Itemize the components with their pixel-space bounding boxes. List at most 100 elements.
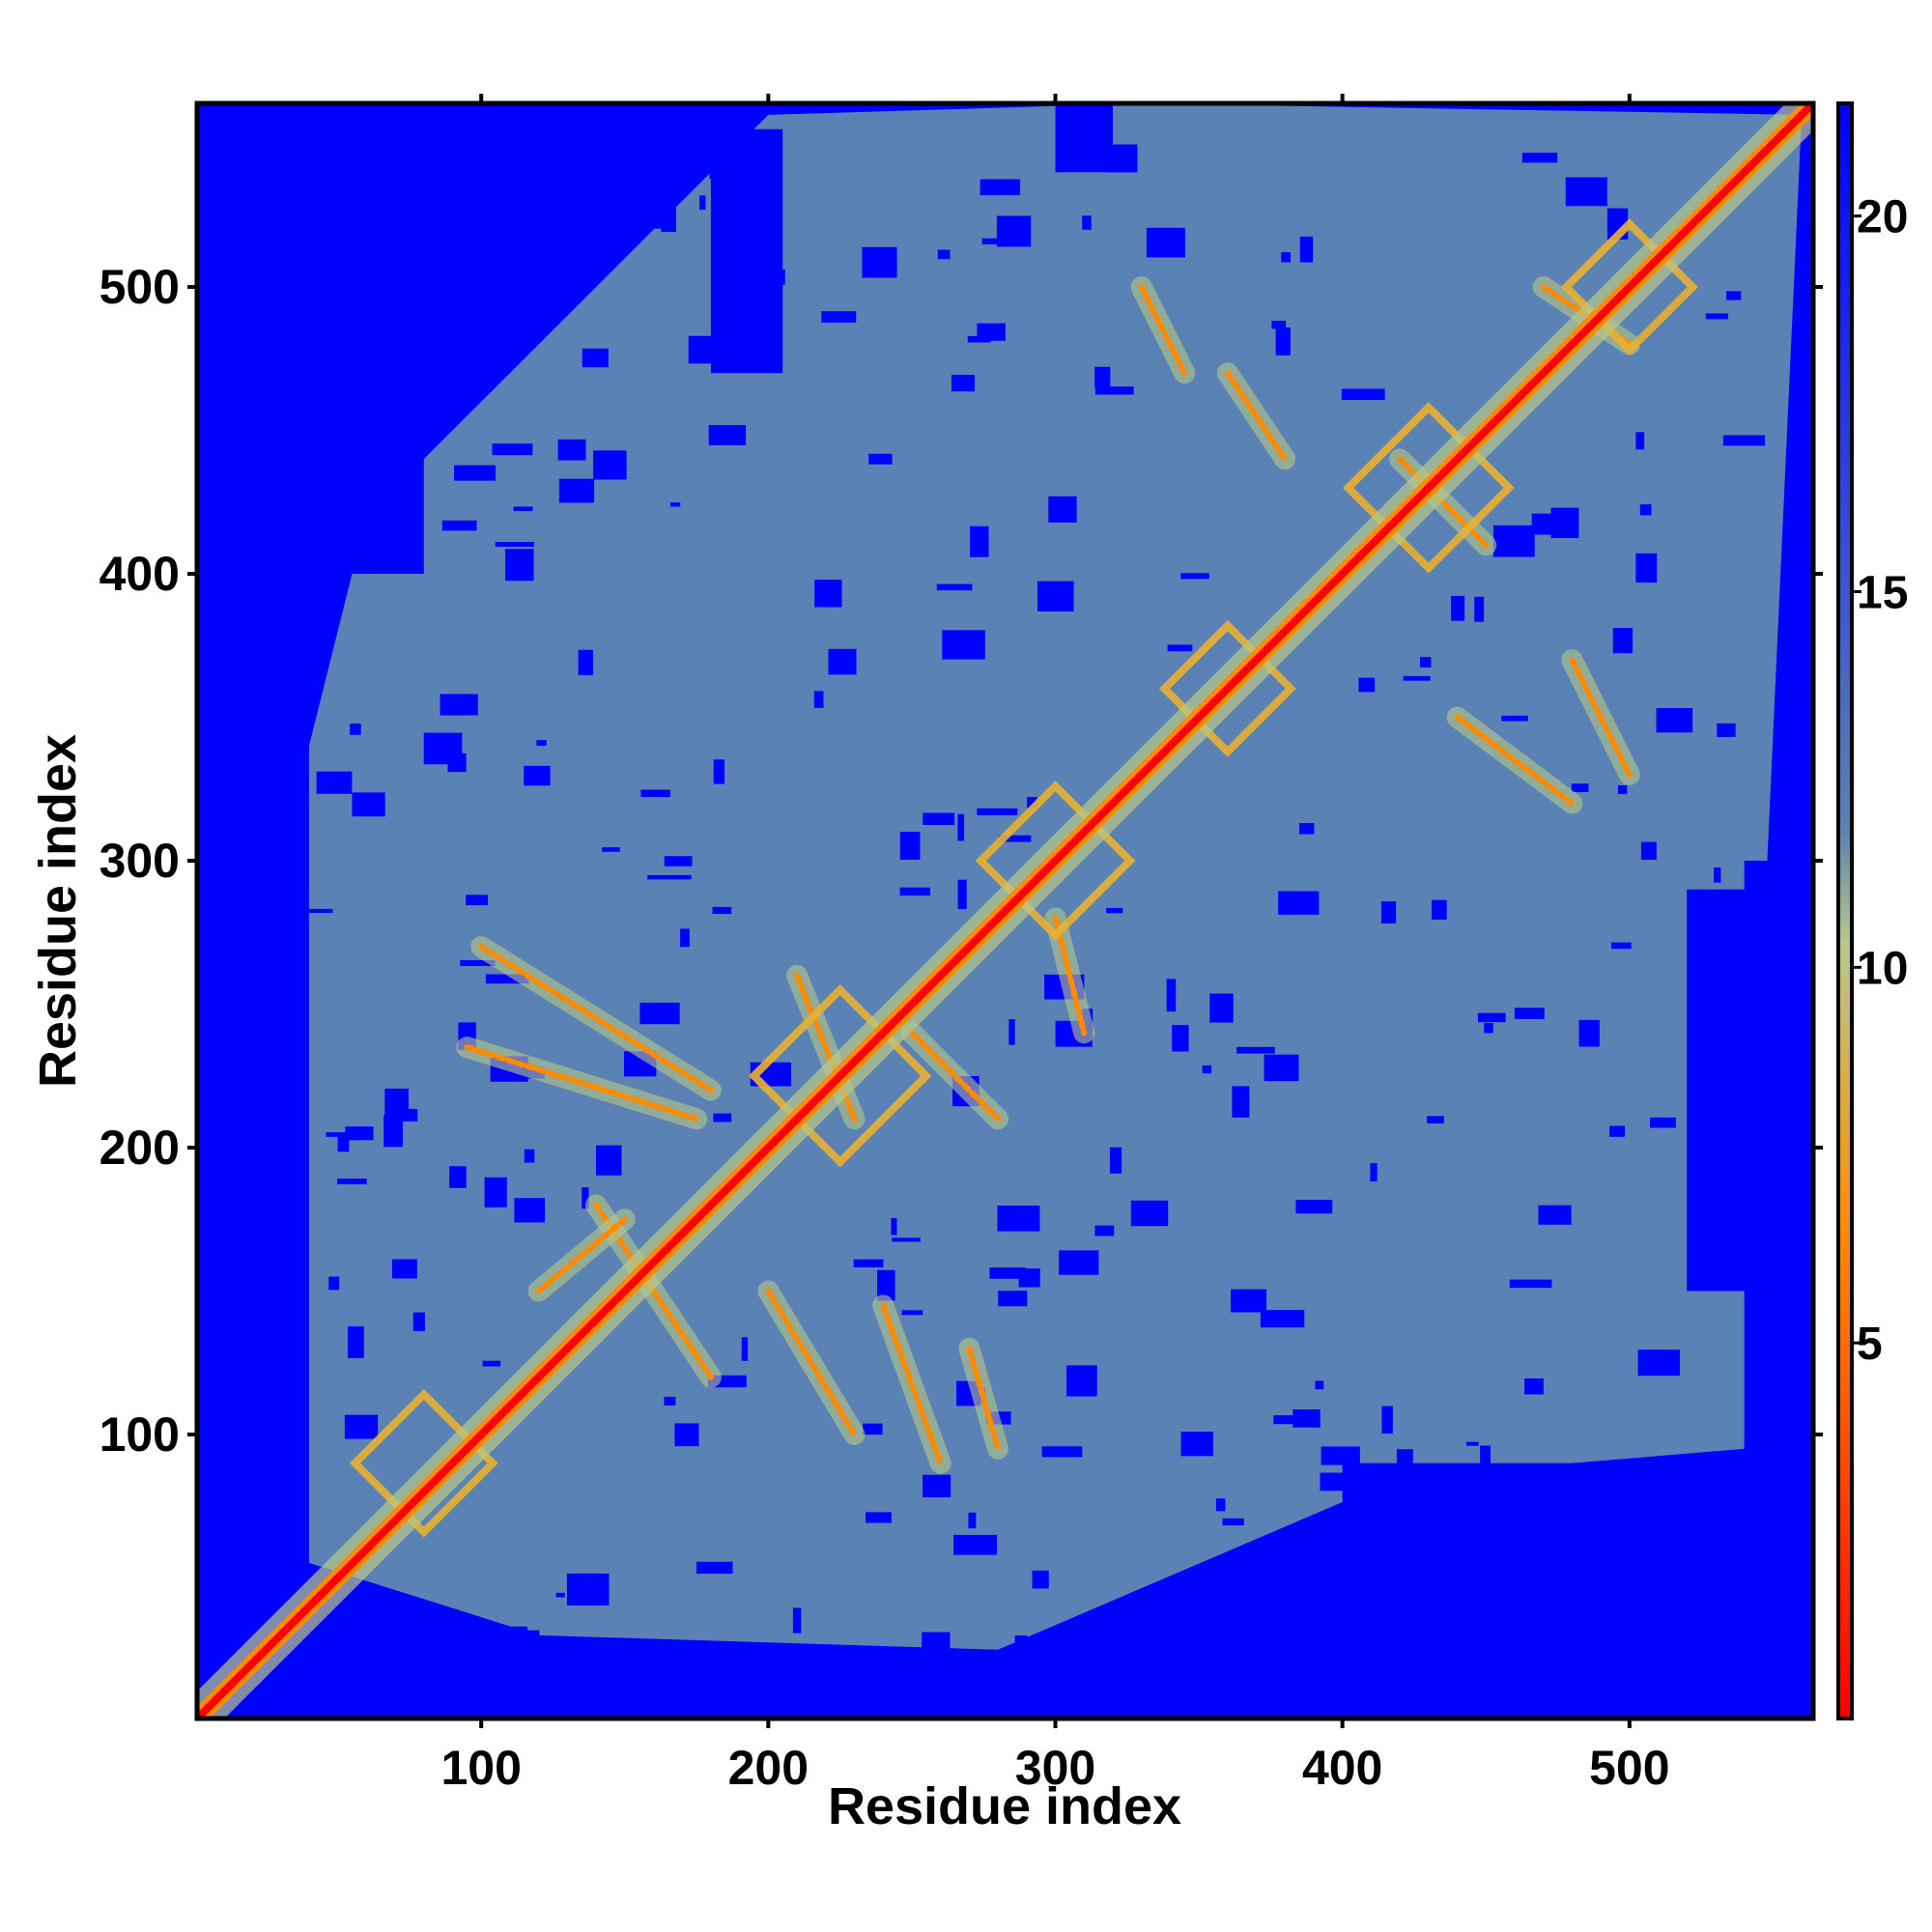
- no-contact-speck: [899, 832, 921, 860]
- no-contact-speck: [1231, 1289, 1267, 1313]
- no-contact-speck: [1697, 1149, 1731, 1169]
- no-contact-speck: [1403, 675, 1431, 681]
- contact-ridge: [464, 1044, 700, 1122]
- no-contact-speck: [989, 1267, 1026, 1279]
- no-contact-speck: [1611, 942, 1632, 950]
- no-contact-speck: [457, 321, 472, 335]
- no-contact-speck: [862, 246, 897, 278]
- no-contact-speck: [1236, 1046, 1275, 1054]
- no-contact-speck: [999, 835, 1032, 842]
- no-contact-speck: [384, 1114, 404, 1148]
- no-contact-speck: [680, 928, 690, 948]
- no-contact-speck: [396, 305, 429, 331]
- y-tick-label: 400: [99, 547, 180, 601]
- no-contact-speck: [1718, 1490, 1743, 1520]
- no-contact-speck: [1640, 841, 1657, 861]
- no-contact-speck: [1094, 1225, 1115, 1236]
- no-contact-speck: [740, 130, 747, 136]
- no-contact-speck: [492, 443, 533, 456]
- no-contact-speck: [923, 812, 955, 825]
- no-contact-speck: [344, 1414, 379, 1439]
- no-contact-speck: [1514, 1008, 1545, 1019]
- no-contact-speck: [997, 1205, 1040, 1232]
- no-contact-speck: [1014, 1635, 1028, 1663]
- no-contact-speck: [1167, 644, 1193, 652]
- x-tick-label: 300: [1015, 1741, 1095, 1795]
- no-contact-speck: [1509, 1279, 1552, 1289]
- no-contact-speck: [524, 765, 551, 786]
- no-contact-speck: [1571, 783, 1589, 792]
- no-contact-speck: [713, 1113, 732, 1122]
- contact-ridge: [1052, 915, 1088, 1037]
- no-contact-speck: [1209, 993, 1234, 1023]
- no-contact-speck: [664, 1396, 676, 1406]
- no-contact-speck: [1281, 252, 1292, 263]
- no-contact-speck: [1617, 785, 1628, 794]
- no-contact-speck: [1565, 177, 1607, 207]
- no-contact-speck: [423, 732, 463, 765]
- no-contact-speck: [741, 1337, 749, 1361]
- no-contact-speck: [866, 1512, 892, 1523]
- no-contact-speck: [1266, 1637, 1274, 1648]
- no-contact-speck: [482, 1360, 501, 1367]
- no-contact-speck: [495, 542, 534, 547]
- no-contact-speck: [1048, 496, 1077, 523]
- no-contact-speck: [968, 1512, 977, 1529]
- no-contact-speck: [1732, 1215, 1743, 1225]
- no-contact-speck: [1722, 1637, 1746, 1658]
- no-contact-speck: [1742, 1091, 1776, 1122]
- y-tick-label: 200: [99, 1121, 180, 1175]
- no-contact-speck: [1722, 435, 1766, 446]
- no-contact-speck: [1271, 321, 1287, 329]
- no-contact-speck: [1484, 1023, 1493, 1034]
- no-contact-speck: [1109, 1147, 1122, 1174]
- no-contact-speck: [1358, 677, 1376, 693]
- no-contact-speck: [661, 207, 676, 233]
- no-contact-speck: [1381, 1406, 1393, 1435]
- no-contact-speck: [454, 465, 497, 481]
- no-contact-speck: [1492, 525, 1535, 557]
- colorbar-tick-label: 5: [1857, 1319, 1883, 1370]
- contact-lines: [349, 218, 1698, 1538]
- no-contact-speck: [1260, 1310, 1305, 1328]
- y-tick-label: 500: [99, 260, 180, 314]
- no-contact-speck: [1745, 947, 1752, 977]
- no-contact-speck: [1432, 899, 1447, 920]
- y-axis-ticks: 100 200 300 400 500: [99, 260, 1823, 1462]
- no-contact-speck: [696, 1561, 733, 1575]
- no-contact-speck: [1232, 1086, 1250, 1118]
- colorbar-tick-label: 10: [1857, 943, 1908, 994]
- no-contact-speck: [664, 856, 693, 867]
- contact-ridge: [535, 1216, 628, 1294]
- no-contact-speck: [1605, 1577, 1638, 1588]
- no-contact-speck: [1106, 144, 1138, 173]
- no-contact-speck: [504, 1630, 540, 1660]
- colorbar-ticks: 5 10 15 20: [1852, 192, 1908, 1370]
- no-contact-region: [1055, 103, 1113, 173]
- x-axis-ticks: 100 200 300 400 500: [440, 94, 1670, 1795]
- no-contact-speck: [1059, 1250, 1099, 1275]
- no-contact-speck: [1041, 1446, 1083, 1458]
- no-contact-speck: [1082, 215, 1092, 230]
- no-contact-speck: [1656, 708, 1693, 733]
- no-contact-speck: [951, 375, 975, 392]
- no-contact-speck: [1321, 1446, 1360, 1465]
- no-contact-speck: [957, 879, 967, 910]
- x-axis-title: Residue index: [828, 1777, 1181, 1835]
- no-contact-speck: [1635, 432, 1645, 450]
- no-contact-speck: [536, 740, 547, 747]
- no-contact-speck: [1032, 1570, 1049, 1589]
- no-contact-speck: [1315, 1380, 1324, 1390]
- no-contact-speck: [558, 151, 582, 162]
- no-contact-speck: [1341, 388, 1385, 400]
- no-contact-speck: [1578, 1019, 1600, 1047]
- contact-ridge: [1569, 657, 1633, 778]
- no-contact-speck: [1477, 1012, 1506, 1023]
- no-contact-speck: [998, 1291, 1028, 1307]
- no-contact-speck: [372, 452, 416, 460]
- no-contact-speck: [970, 526, 989, 557]
- no-contact-speck: [1732, 1523, 1771, 1530]
- no-contact-speck: [1172, 1025, 1189, 1052]
- no-contact-speck: [1106, 907, 1123, 914]
- x-tick-label: 400: [1302, 1741, 1382, 1795]
